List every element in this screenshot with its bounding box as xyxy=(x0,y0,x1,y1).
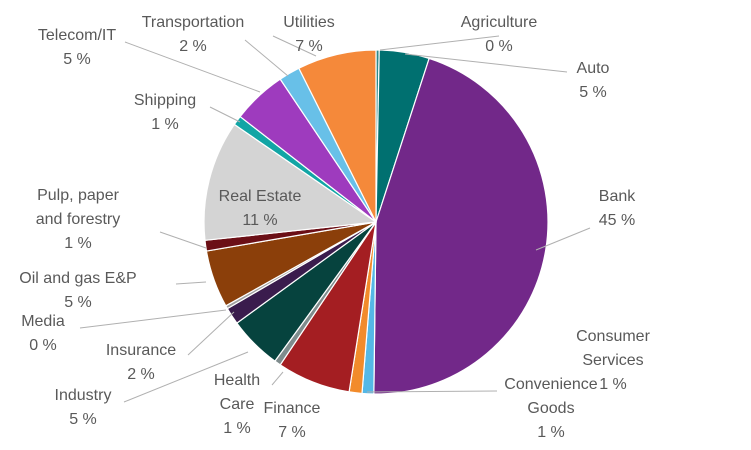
leader-lines xyxy=(79,35,591,403)
leader-line-pulp-paper-and-forestry xyxy=(159,231,207,249)
leader-line-agriculture xyxy=(379,35,500,51)
slice-label-health-care: Health Care 1 % xyxy=(214,372,260,437)
slice-value-telecom-it: 5 % xyxy=(63,51,91,68)
leader-line-transportation xyxy=(244,39,289,77)
slice-value-pulp-paper-and-forestry: 1 % xyxy=(64,235,92,252)
leader-line-media xyxy=(79,309,227,329)
slice-value-consumer-services: 1 % xyxy=(599,376,627,393)
leader-line-telecom-it xyxy=(124,41,261,93)
slice-name-transportation: Transportation xyxy=(142,14,245,31)
slice-value-utilities: 7 % xyxy=(295,38,323,55)
slice-value-finance: 7 % xyxy=(278,424,306,441)
slice-name-pulp-paper-and-forestry: and forestry xyxy=(36,211,120,228)
slice-value-oil-and-gas-e-p: 5 % xyxy=(64,294,92,311)
slice-label-agriculture: Agriculture 0 % xyxy=(461,14,538,55)
leader-line-insurance xyxy=(187,311,235,356)
slice-value-real-estate: 11 % xyxy=(242,212,277,229)
slice-name-health-care: Care xyxy=(220,396,255,413)
slice-value-auto: 5 % xyxy=(579,84,607,101)
slice-value-transportation: 2 % xyxy=(179,38,207,55)
slice-name-convenience-goods: Goods xyxy=(527,400,574,417)
slice-name-pulp-paper-and-forestry: Pulp, paper xyxy=(37,187,120,204)
slice-name-health-care: Health xyxy=(214,372,260,389)
slice-value-convenience-goods: 1 % xyxy=(537,424,565,441)
slice-value-insurance: 2 % xyxy=(127,366,155,383)
leader-line-shipping xyxy=(209,106,241,123)
slice-name-consumer-services: Consumer xyxy=(576,328,650,345)
slice-label-insurance: Insurance 2 % xyxy=(106,342,176,383)
pie-slices xyxy=(203,49,549,395)
leader-line-utilities xyxy=(272,35,317,57)
pie-slice-utilities xyxy=(298,49,377,223)
slice-name-shipping: Shipping xyxy=(134,92,196,109)
slice-name-consumer-services: Services xyxy=(582,352,643,369)
leader-line-industry xyxy=(123,351,249,403)
slice-label-utilities: Utilities 7 % xyxy=(283,14,335,55)
slice-name-real-estate: Real Estate xyxy=(219,188,302,205)
leader-line-oil-and-gas-e-p xyxy=(175,281,207,285)
slice-value-shipping: 1 % xyxy=(151,116,179,133)
slice-label-real-estate: Real Estate 11 % xyxy=(219,188,302,229)
slice-value-agriculture: 0 % xyxy=(485,38,513,55)
slice-label-shipping: Shipping 1 % xyxy=(134,92,196,133)
slice-name-industry: Industry xyxy=(55,387,112,404)
slice-name-agriculture: Agriculture xyxy=(461,14,538,31)
slice-label-media: Media 0 % xyxy=(21,313,65,354)
slice-value-media: 0 % xyxy=(29,337,57,354)
leader-line-convenience-goods xyxy=(366,390,498,393)
slice-name-telecom-it: Telecom/IT xyxy=(38,27,116,44)
slice-label-finance: Finance 7 % xyxy=(264,400,321,441)
slice-label-telecom-it: Telecom/IT 5 % xyxy=(38,27,116,68)
leader-line-bank xyxy=(535,227,591,251)
slice-value-industry: 5 % xyxy=(69,411,97,428)
slice-label-industry: Industry 5 % xyxy=(55,387,112,428)
slice-label-convenience-goods: Convenience Goods 1 % xyxy=(504,376,598,441)
slice-name-bank: Bank xyxy=(599,188,636,205)
slice-label-consumer-services: Consumer Services 1 % xyxy=(576,328,650,393)
slice-label-auto: Auto 5 % xyxy=(577,60,610,101)
leader-line-auto xyxy=(404,53,568,73)
pie-slice-bank xyxy=(373,57,549,395)
slice-name-convenience-goods: Convenience xyxy=(504,376,598,393)
slice-name-utilities: Utilities xyxy=(283,14,335,31)
slice-value-bank: 45 % xyxy=(599,212,635,229)
slice-label-oil-and-gas-e-p: Oil and gas E&P 5 % xyxy=(19,270,136,311)
slice-label-pulp-paper-and-forestry: Pulp, paper and forestry 1 % xyxy=(36,187,120,252)
slice-value-health-care: 1 % xyxy=(223,420,251,437)
slice-labels: Agriculture 0 % Auto 5 % Bank 45 % Consumer Ser… xyxy=(19,14,650,441)
slice-name-auto: Auto xyxy=(577,60,610,77)
slice-label-bank: Bank 45 % xyxy=(599,188,636,229)
slice-name-oil-and-gas-e-p: Oil and gas E&P xyxy=(19,270,136,287)
slice-name-media: Media xyxy=(21,313,65,330)
slice-name-finance: Finance xyxy=(264,400,321,417)
pie-slice-real-estate xyxy=(203,123,377,241)
slice-name-insurance: Insurance xyxy=(106,342,176,359)
slice-label-transportation: Transportation 2 % xyxy=(142,14,245,55)
leader-line-health-care xyxy=(271,371,284,386)
